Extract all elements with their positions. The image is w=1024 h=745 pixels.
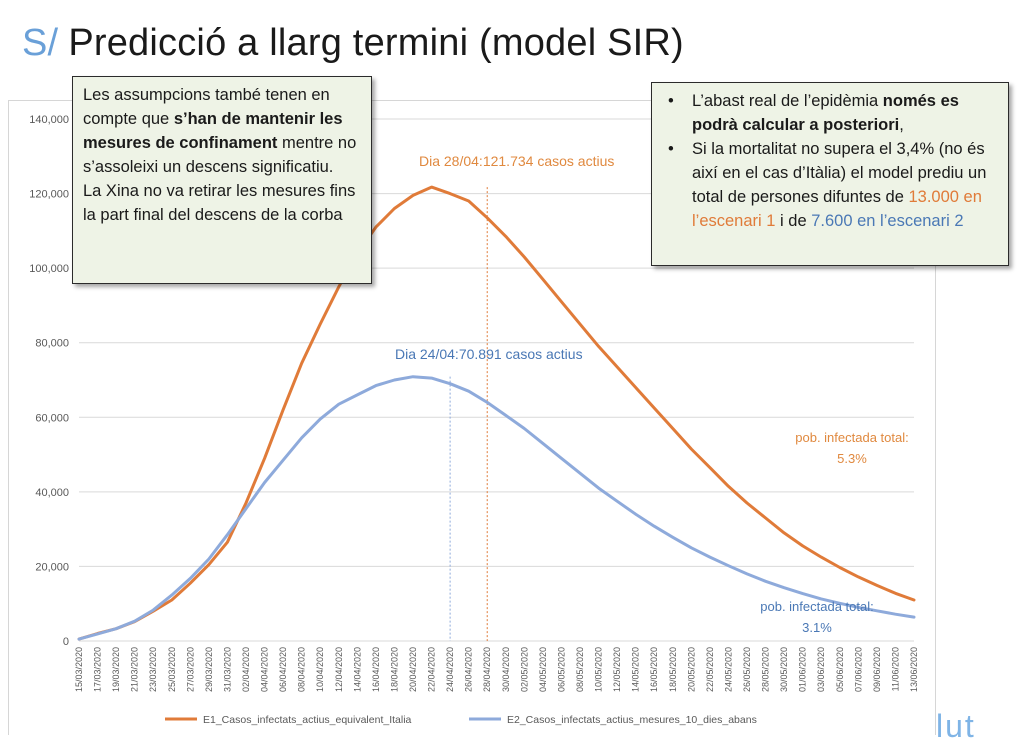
x-tick-label: 11/06/2020	[890, 647, 900, 691]
x-tick-label: 12/04/2020	[334, 647, 344, 692]
x-tick-label: 26/04/2020	[464, 647, 474, 692]
note-right-text-4: i de	[775, 212, 812, 230]
y-tick-label: 140,000	[29, 114, 69, 126]
note-right-bullet-1: L’abast real de l’epidèmia només es podr…	[668, 89, 1000, 137]
x-tick-label: 02/05/2020	[519, 647, 529, 692]
x-tick-label: 24/04/2020	[445, 647, 455, 692]
x-tick-label: 03/06/2020	[816, 647, 826, 692]
x-tick-label: 14/04/2020	[352, 647, 362, 692]
note-right-bold: només es podrà calcular a posteriori	[692, 92, 959, 134]
y-tick-label: 100,000	[29, 263, 69, 275]
note-right-list: L’abast real de l’epidèmia només es podr…	[666, 89, 1000, 233]
x-tick-label: 27/03/2020	[185, 647, 195, 692]
x-tick-label: 18/04/2020	[389, 647, 399, 692]
note-left-text-1: Les assumpcions també tenen en compte qu…	[83, 86, 330, 128]
total1-annotation-line2: 5.3%	[837, 451, 867, 466]
x-tick-label: 26/05/2020	[742, 647, 752, 692]
x-tick-label: 31/03/2020	[222, 647, 232, 692]
note-left-text-3: La Xina no va retirar les mesures fins l…	[83, 182, 356, 224]
x-tick-label: 18/05/2020	[668, 647, 678, 692]
y-tick-label: 80,000	[35, 338, 69, 350]
x-tick-label: 22/04/2020	[427, 647, 437, 692]
y-tick-label: 0	[63, 636, 69, 648]
x-tick-label: 06/04/2020	[278, 647, 288, 692]
x-tick-label: 28/04/2020	[482, 647, 492, 692]
x-tick-label: 13/06/2020	[909, 647, 919, 692]
x-tick-label: 02/04/2020	[241, 647, 251, 692]
y-tick-label: 40,000	[35, 487, 69, 499]
note-right-text-3: Si la mortalitat no supera el 3,4% (no é…	[692, 140, 987, 206]
x-tick-label: 28/05/2020	[761, 647, 771, 692]
x-tick-label: 04/05/2020	[538, 647, 548, 692]
title-prefix: S/	[22, 22, 59, 64]
note-left-box: Les assumpcions també tenen en compte qu…	[72, 76, 372, 284]
note-left-text-2: mentre no s’assoleixi un descens signifi…	[83, 134, 357, 176]
total2-annotation-line2: 3.1%	[802, 620, 832, 635]
y-tick-label: 60,000	[35, 412, 69, 424]
total1-annotation-line1: pob. infectada total:	[795, 430, 908, 445]
x-tick-label: 23/03/2020	[148, 647, 158, 692]
note-left-bold: s’han de mantenir les mesures de confina…	[83, 110, 343, 152]
note-right-box: L’abast real de l’epidèmia només es podr…	[651, 82, 1009, 266]
total2-annotation-line1: pob. infectada total:	[760, 599, 873, 614]
x-tick-label: 07/06/2020	[853, 647, 863, 692]
note-right-text-2: ,	[899, 116, 904, 134]
legend-label-2: E2_Casos_infectats_actius_mesures_10_die…	[507, 714, 757, 726]
x-tick-label: 04/04/2020	[260, 647, 270, 692]
x-tick-label: 12/05/2020	[612, 647, 622, 692]
x-tick-label: 21/03/2020	[130, 647, 140, 692]
x-tick-label: 19/03/2020	[111, 647, 121, 692]
x-tick-label: 16/05/2020	[649, 647, 659, 692]
slide-title: S/Predicció a llarg termini (model SIR)	[22, 22, 684, 65]
x-tick-label: 06/05/2020	[556, 647, 566, 692]
x-tick-label: 30/04/2020	[501, 647, 511, 692]
peak1-annotation: Dia 28/04:121.734 casos actius	[419, 153, 614, 169]
x-tick-label: 15/03/2020	[74, 647, 84, 692]
x-tick-label: 30/05/2020	[779, 647, 789, 692]
x-tick-label: 20/04/2020	[408, 647, 418, 692]
title-text: Predicció a llarg termini (model SIR)	[68, 22, 684, 64]
note-right-text-1: L’abast real de l’epidèmia	[692, 92, 883, 110]
x-tick-label: 10/04/2020	[315, 647, 325, 692]
x-tick-label: 14/05/2020	[631, 647, 641, 692]
series-line-2	[77, 375, 916, 641]
y-tick-label: 120,000	[29, 189, 69, 201]
x-tick-label: 24/05/2020	[723, 647, 733, 692]
x-tick-label: 10/05/2020	[594, 647, 604, 692]
x-tick-label: 08/04/2020	[297, 647, 307, 692]
x-tick-label: 16/04/2020	[371, 647, 381, 692]
x-tick-label: 17/03/2020	[93, 647, 103, 692]
x-tick-label: 05/06/2020	[835, 647, 845, 692]
y-tick-label: 20,000	[35, 561, 69, 573]
x-tick-label: 09/06/2020	[872, 647, 882, 692]
note-right-orange: 13.000 en l’escenari 1	[692, 188, 982, 230]
note-right-bullet-2: Si la mortalitat no supera el 3,4% (no é…	[668, 137, 1000, 233]
line-chart: 0 20,000 40,000 60,000 80,000 100,000 120,000 1…	[29, 114, 919, 726]
note-right-blue: 7.600 en l’escenari 2	[811, 212, 964, 230]
x-tick-label: 22/05/2020	[705, 647, 715, 692]
x-tick-label: 29/03/2020	[204, 647, 214, 692]
x-tick-label: 20/05/2020	[686, 647, 696, 692]
legend-label-1: E1_Casos_infectats_actius_equivalent_Ita…	[203, 714, 412, 726]
peak2-annotation: Dia 24/04:70.891 casos actius	[395, 346, 583, 362]
x-tick-label: 01/06/2020	[798, 647, 808, 692]
x-tick-label: 25/03/2020	[167, 647, 177, 692]
chart-frame: 0 20,000 40,000 60,000 80,000 100,000 120,000 1…	[8, 100, 936, 735]
x-tick-label: 08/05/2020	[575, 647, 585, 692]
series-line-1	[77, 185, 916, 641]
corner-logo: lut	[936, 708, 976, 744]
